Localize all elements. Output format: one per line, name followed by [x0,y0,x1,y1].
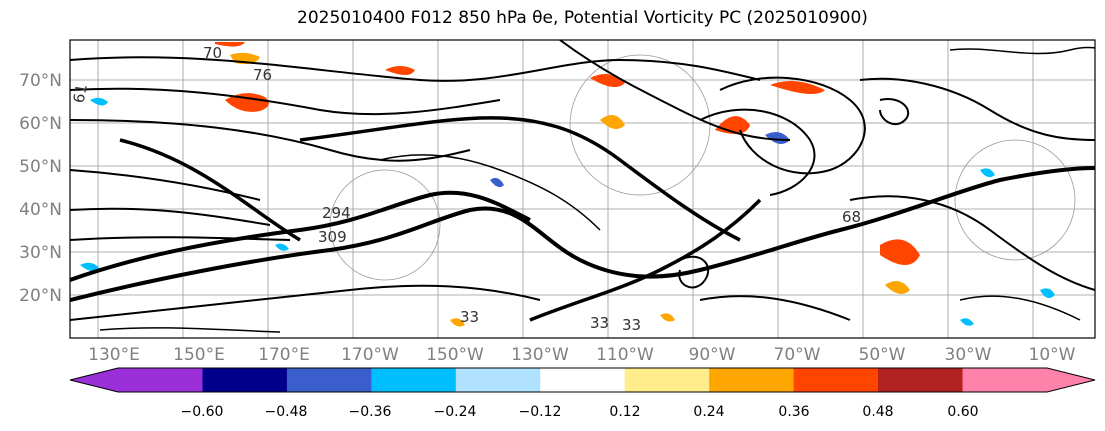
lon-label: 130°W [511,345,569,365]
lon-label: 110°W [596,345,654,365]
map-frame [69,39,1096,339]
colorbar-tick-label: 0.36 [778,404,809,420]
colorbar-tick-labels: −0.60 −0.48 −0.36 −0.24 −0.12 0.12 0.24 … [181,404,979,420]
contour-label: 76 [253,66,272,84]
lat-label: 20°N [19,286,62,306]
colorbar-over-arrow [1047,368,1095,392]
lon-label: 170°E [258,345,310,365]
colorbar-swatch [202,368,288,392]
contour-value-labels: 70 76 61 68 294 309 33 33 33 [70,44,861,334]
colorbar-tick-label: −0.36 [349,404,392,420]
lat-label: 30°N [19,243,62,263]
contour-label: 33 [622,316,641,334]
lon-label: 30°W [945,345,992,365]
lat-label: 70°N [19,71,62,91]
colorbar-swatch [878,368,964,392]
colorbar-tick-label: −0.24 [434,404,477,420]
contour-label: 33 [590,314,609,332]
lat-label: 60°N [19,114,62,134]
colorbar-outline [69,367,1096,393]
map-title: 2025010400 F012 850 hPa θe, Potential Vo… [297,8,868,28]
colorbar [69,367,1096,393]
colorbar-tick-label: 0.48 [862,404,893,420]
colorbar-swatch [286,368,372,392]
lon-label: 150°E [173,345,225,365]
lon-label: 90°W [689,345,736,365]
contour-label: 33 [460,308,479,326]
colorbar-under-arrow [70,368,118,392]
map-plot-area: 70 76 61 68 294 309 33 33 33 [70,40,1095,338]
colorbar-tick-label: −0.48 [265,404,308,420]
colorbar-swatch [371,368,457,392]
contour-label: 70 [203,44,222,62]
contour-label: 309 [318,228,347,246]
colorbar-swatch [962,368,1048,392]
colorbar-swatch [540,368,626,392]
contour-label: 61 [70,83,91,105]
lon-label: 50°W [859,345,906,365]
lon-label: 10°W [1029,345,1076,365]
colorbar-tick-label: −0.12 [519,404,562,420]
colorbar-tick-label: 0.60 [947,404,978,420]
contour-label: 294 [322,204,351,222]
contour-label: 68 [842,208,861,226]
colorbar-swatch [118,368,203,392]
colorbar-tick-label: 0.24 [693,404,724,420]
lat-label: 50°N [19,157,62,177]
lon-label: 70°W [774,345,821,365]
colorbar-swatch [793,368,879,392]
colorbar-swatch [455,368,541,392]
colorbar-tick-label: −0.60 [181,404,224,420]
theta-e-contours [70,40,1095,333]
lon-label: 150°W [426,345,484,365]
pv-anomaly-patches [80,42,1055,327]
lon-label: 170°W [341,345,399,365]
colorbar-swatch [709,368,795,392]
lat-label: 40°N [19,200,62,220]
lon-label: 130°E [88,345,140,365]
colorbar-swatch [624,368,710,392]
colorbar-tick-label: 0.12 [609,404,640,420]
